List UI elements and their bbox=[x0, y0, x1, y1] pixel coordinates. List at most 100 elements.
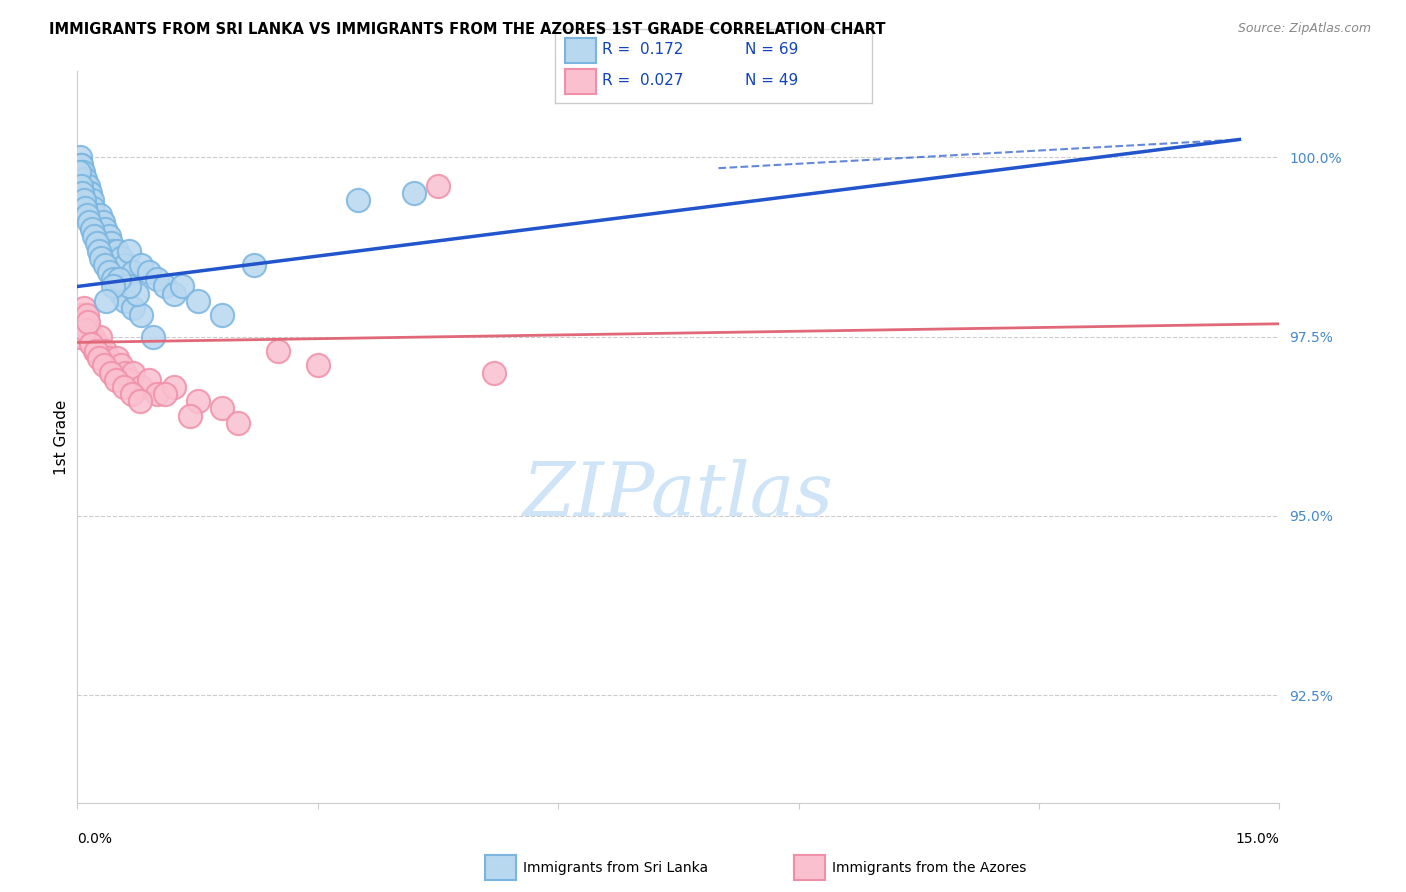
Point bbox=[138, 373, 160, 387]
Point bbox=[90, 251, 112, 265]
Point bbox=[93, 359, 115, 373]
Point bbox=[73, 194, 96, 208]
Point bbox=[79, 194, 101, 208]
Point bbox=[110, 286, 132, 301]
Point bbox=[110, 359, 132, 373]
Point bbox=[76, 208, 98, 222]
Point bbox=[84, 208, 107, 222]
Point bbox=[121, 387, 143, 401]
Point bbox=[90, 222, 112, 236]
Point bbox=[73, 322, 96, 336]
Point bbox=[82, 201, 104, 215]
Point bbox=[118, 244, 141, 258]
Point bbox=[131, 258, 153, 272]
Point bbox=[98, 265, 121, 279]
Text: Immigrants from the Azores: Immigrants from the Azores bbox=[832, 861, 1026, 875]
Point bbox=[107, 279, 129, 293]
Text: N = 69: N = 69 bbox=[745, 43, 799, 57]
Y-axis label: 1st Grade: 1st Grade bbox=[53, 400, 69, 475]
Text: IMMIGRANTS FROM SRI LANKA VS IMMIGRANTS FROM THE AZORES 1ST GRADE CORRELATION CH: IMMIGRANTS FROM SRI LANKA VS IMMIGRANTS … bbox=[49, 22, 886, 37]
Text: R =  0.172: R = 0.172 bbox=[602, 43, 683, 57]
Point bbox=[118, 279, 141, 293]
Point bbox=[75, 315, 97, 329]
Point bbox=[162, 380, 184, 394]
Point bbox=[83, 229, 105, 244]
Point bbox=[211, 308, 233, 322]
Point bbox=[69, 150, 91, 164]
Point bbox=[97, 236, 120, 251]
Point bbox=[114, 293, 136, 308]
Point bbox=[107, 351, 129, 366]
Point bbox=[75, 179, 97, 194]
Point bbox=[91, 351, 114, 366]
Point bbox=[146, 272, 169, 286]
Text: ZIPatlas: ZIPatlas bbox=[523, 459, 834, 532]
Point bbox=[114, 258, 136, 272]
Point bbox=[347, 194, 370, 208]
Point bbox=[155, 387, 177, 401]
Point bbox=[98, 359, 121, 373]
Point bbox=[76, 186, 98, 201]
Text: R =  0.027: R = 0.027 bbox=[602, 73, 683, 87]
Point bbox=[142, 329, 165, 343]
Point bbox=[82, 329, 104, 343]
Text: 15.0%: 15.0% bbox=[1236, 832, 1279, 846]
Point bbox=[89, 208, 111, 222]
Point bbox=[82, 208, 104, 222]
Point bbox=[187, 394, 209, 409]
Point bbox=[118, 373, 141, 387]
Point bbox=[67, 322, 90, 336]
Point bbox=[103, 272, 125, 286]
Point bbox=[97, 351, 120, 366]
Point bbox=[67, 165, 90, 179]
Point bbox=[427, 179, 450, 194]
Point bbox=[94, 344, 117, 359]
Point bbox=[103, 366, 125, 380]
Point bbox=[79, 215, 101, 229]
Point bbox=[402, 186, 425, 201]
Point bbox=[122, 366, 145, 380]
Point bbox=[307, 359, 329, 373]
Point bbox=[86, 215, 108, 229]
Point bbox=[84, 344, 107, 359]
Point bbox=[79, 186, 101, 201]
Point bbox=[155, 279, 177, 293]
Point bbox=[77, 322, 100, 336]
Point bbox=[131, 308, 153, 322]
Point bbox=[73, 179, 96, 194]
Point bbox=[162, 286, 184, 301]
Point bbox=[67, 172, 90, 186]
Point bbox=[122, 301, 145, 315]
Point bbox=[77, 186, 100, 201]
Point bbox=[72, 165, 94, 179]
Point bbox=[98, 229, 121, 244]
Point bbox=[69, 179, 91, 194]
Point bbox=[100, 236, 122, 251]
Point bbox=[170, 279, 193, 293]
Point bbox=[127, 286, 149, 301]
Point bbox=[179, 409, 201, 423]
Point bbox=[110, 251, 132, 265]
Point bbox=[70, 165, 93, 179]
Point bbox=[87, 244, 110, 258]
Point bbox=[86, 236, 108, 251]
Point bbox=[94, 258, 117, 272]
Point bbox=[100, 366, 122, 380]
Point bbox=[104, 251, 127, 265]
Point bbox=[112, 380, 135, 394]
Point bbox=[122, 265, 145, 279]
Point bbox=[138, 265, 160, 279]
Point bbox=[84, 344, 107, 359]
Text: Source: ZipAtlas.com: Source: ZipAtlas.com bbox=[1237, 22, 1371, 36]
Point bbox=[76, 179, 98, 194]
Text: Immigrants from Sri Lanka: Immigrants from Sri Lanka bbox=[523, 861, 709, 875]
Point bbox=[79, 329, 101, 343]
Point bbox=[70, 329, 93, 343]
Point bbox=[90, 344, 112, 359]
Point bbox=[131, 380, 153, 394]
Point bbox=[226, 416, 249, 430]
Point bbox=[80, 194, 103, 208]
Point bbox=[80, 336, 103, 351]
Point bbox=[91, 215, 114, 229]
Point bbox=[80, 201, 103, 215]
